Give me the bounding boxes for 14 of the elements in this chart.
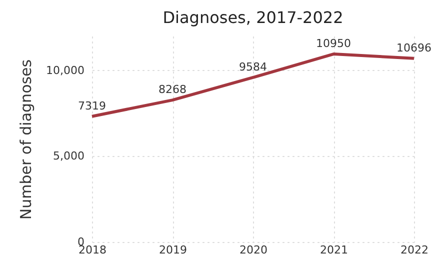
x-tick-label: 2019 xyxy=(159,244,187,256)
x-tick-label: 2021 xyxy=(320,244,348,256)
data-label: 9584 xyxy=(239,60,267,74)
chart-title: Diagnoses, 2017-2022 xyxy=(162,8,344,27)
data-label: 8268 xyxy=(158,83,186,96)
data-label: 10950 xyxy=(316,37,351,50)
data-label: 10696 xyxy=(396,41,432,54)
x-tick-label: 2018 xyxy=(78,244,106,256)
data-label: 7319 xyxy=(78,99,106,112)
y-tick-label: 10,000 xyxy=(46,64,84,77)
x-tick-label: 2020 xyxy=(240,244,268,256)
y-tick-label: 5,000 xyxy=(53,150,84,163)
x-tick-label: 2022 xyxy=(400,244,428,256)
y-axis-title: Number of diagnoses xyxy=(17,59,36,220)
